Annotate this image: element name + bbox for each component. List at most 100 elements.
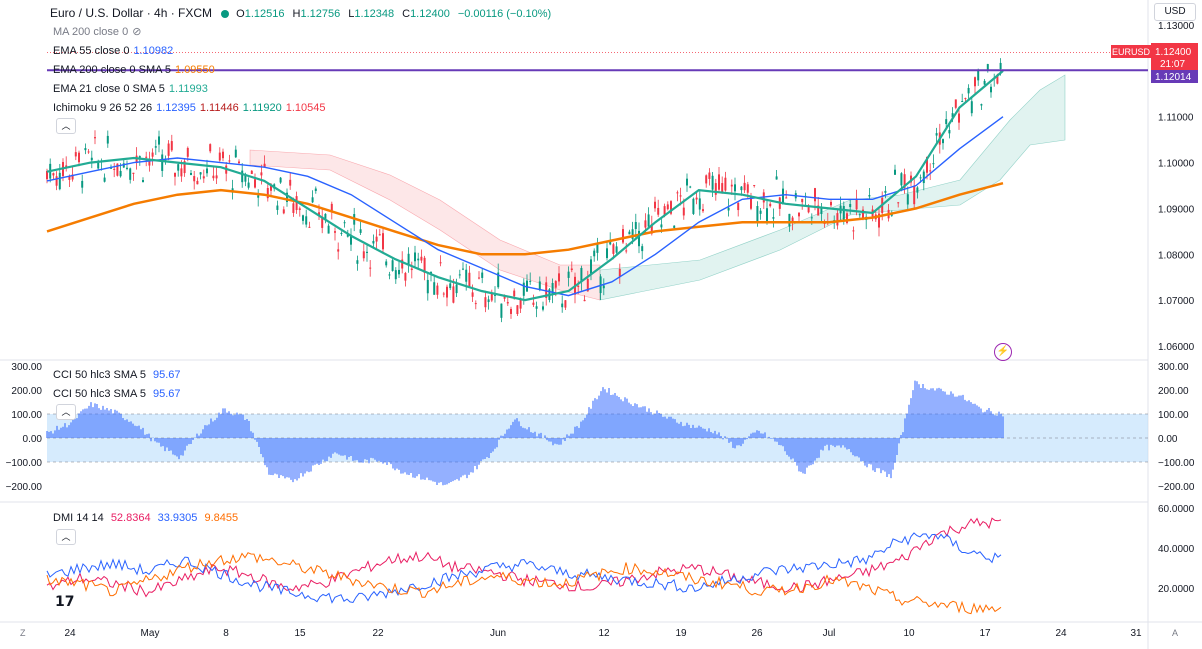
lightning-icon[interactable]: ⚡: [994, 343, 1012, 361]
price-tick: 1.07000: [1158, 296, 1195, 307]
candle-body: [807, 207, 810, 213]
indicator-row-3[interactable]: EMA 21 close 0 SMA 5 1.11993: [53, 82, 330, 101]
candle-body: [78, 152, 80, 163]
candle-body: [282, 209, 285, 214]
candle-body: [618, 268, 621, 277]
indicator-row-0[interactable]: MA 200 close 0 ⊘: [53, 25, 330, 44]
candle-body: [884, 190, 887, 193]
cci-tick-right: −100.00: [1158, 458, 1195, 469]
symbol-legend: Euro / U.S. Dollar · 4h · FXCM O1.12516 H…: [50, 6, 563, 21]
candle-body: [990, 86, 992, 93]
candle-body: [718, 174, 720, 190]
candle-body: [554, 281, 557, 288]
candle-body: [356, 260, 359, 264]
candle-body: [801, 198, 804, 203]
candle-body: [254, 179, 256, 188]
dmi-plus-value: 52.8364: [110, 512, 151, 524]
candle-body: [295, 196, 298, 211]
candle-body: [935, 133, 938, 136]
candle-body: [769, 203, 772, 207]
candle-body: [270, 184, 272, 191]
candle-body: [673, 225, 676, 228]
candle-body: [724, 177, 727, 191]
candle-body: [753, 185, 756, 187]
indicator-row-2[interactable]: EMA 200 close 0 SMA 5 1.09550: [53, 63, 330, 82]
candle-body: [414, 252, 416, 262]
candle-body: [346, 234, 349, 237]
candle-body: [727, 207, 730, 211]
candle-body: [631, 229, 634, 240]
price-tick: 1.09000: [1158, 204, 1195, 215]
candle-body: [945, 119, 948, 125]
candle-body: [420, 256, 423, 261]
candle-body: [385, 261, 388, 266]
ohlc-change: −0.00116 (−0.10%): [457, 8, 552, 20]
collapse-indicators-button[interactable]: ︿: [56, 118, 76, 134]
dmi-series-2: [46, 552, 1002, 615]
candle-body: [967, 87, 970, 94]
cci-tick-left: −100.00: [6, 458, 43, 469]
candle-body: [359, 229, 362, 233]
candle-body: [878, 213, 880, 228]
candle-body: [481, 272, 484, 278]
candle-body: [526, 280, 528, 292]
candle-body: [929, 170, 932, 172]
candle-body: [334, 231, 336, 233]
price-tick: 1.11000: [1158, 113, 1194, 124]
candle-body: [922, 171, 925, 184]
ohlc-H: H1.12756: [292, 8, 341, 20]
time-tick: Jul: [823, 628, 836, 639]
time-tick: 24: [1055, 628, 1067, 639]
candle-body: [209, 144, 212, 152]
candle-body: [474, 303, 477, 305]
candle-body: [126, 167, 128, 169]
currency-button[interactable]: USD: [1154, 3, 1196, 21]
candle-body: [279, 177, 282, 183]
candle-body: [634, 222, 637, 229]
indicator-label: EMA 200 close 0 SMA 5: [53, 64, 172, 76]
hidden-eye-icon[interactable]: ⊘: [132, 26, 142, 38]
candle-body: [791, 217, 794, 222]
candle-body: [330, 203, 333, 211]
candle-body: [366, 251, 368, 253]
time-tick: 31: [1130, 628, 1142, 639]
time-tick: 8: [223, 628, 229, 639]
candle-body: [113, 168, 116, 170]
candle-body: [641, 246, 644, 252]
candle-body: [698, 198, 701, 210]
candle-body: [622, 229, 624, 243]
candle-body: [689, 186, 692, 188]
indicator-row-1[interactable]: EMA 55 close 0 1.10982: [53, 44, 330, 63]
candle-body: [638, 230, 640, 247]
candle-body: [494, 294, 496, 296]
candle-body: [586, 278, 589, 292]
candle-body: [708, 172, 711, 179]
cci-value-2: 95.67: [153, 388, 181, 400]
candle-body: [756, 206, 759, 224]
candle-body: [721, 183, 724, 194]
candle-body: [814, 188, 816, 202]
collapse-dmi-button[interactable]: ︿: [56, 529, 76, 545]
auto-scale-corner: A: [1172, 628, 1178, 638]
candle-body: [836, 213, 839, 226]
indicator-label: EMA 55 close 0: [53, 45, 130, 57]
candle-body: [590, 259, 592, 274]
candle-body: [913, 186, 916, 205]
candle-body: [519, 299, 522, 309]
collapse-cci-button[interactable]: ︿: [56, 404, 76, 420]
candle-body: [324, 213, 327, 220]
time-tick: 17: [979, 628, 991, 639]
indicator-row-4[interactable]: Ichimoku 9 26 52 26 1.12395 1.11446 1.11920…: [53, 101, 330, 120]
line-price-bg: [1151, 70, 1198, 83]
candle-body: [602, 285, 605, 289]
candle-body: [705, 175, 708, 184]
candle-body: [238, 161, 240, 164]
time-tick: 15: [294, 628, 306, 639]
candle-body: [234, 149, 237, 158]
candle-body: [810, 217, 813, 219]
candle-body: [932, 163, 935, 165]
cci-legend-2: CCI 50 hlc3 SMA 5 95.67: [53, 387, 185, 401]
candle-body: [167, 143, 170, 156]
candle-body: [666, 204, 669, 210]
